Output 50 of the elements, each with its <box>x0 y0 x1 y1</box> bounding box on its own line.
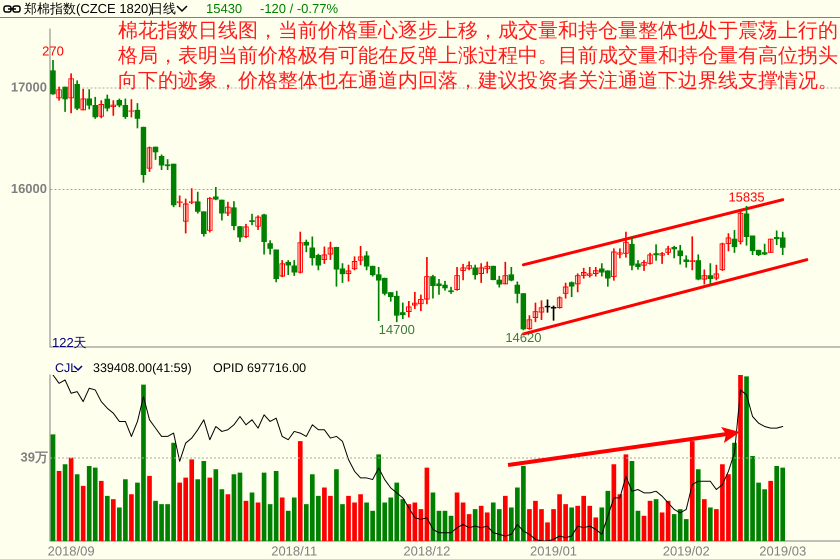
annotation: 122天 <box>52 334 87 351</box>
annotation: 270 <box>42 43 64 58</box>
bar <box>702 499 707 541</box>
bar <box>129 494 134 541</box>
x-tick-label: 2019/03 <box>759 543 806 558</box>
bar <box>226 494 230 541</box>
bar <box>696 469 701 541</box>
annotation: 15835 <box>728 189 765 204</box>
text: -120 / -0.77% <box>260 0 338 17</box>
bar <box>298 441 303 541</box>
x-tick-label: 2019/01 <box>530 543 578 558</box>
bar <box>147 476 152 541</box>
bar <box>74 474 80 541</box>
bar <box>244 500 248 541</box>
bar <box>768 480 773 541</box>
bar <box>738 375 743 541</box>
annotation: 14700 <box>378 322 415 337</box>
bar <box>68 458 74 541</box>
bar <box>207 478 212 541</box>
bar <box>80 486 86 541</box>
y-tick-label: 17000 <box>10 79 47 94</box>
bar <box>472 509 478 541</box>
chart-title: 郑棉指数(CZCE 1820) <box>24 0 153 17</box>
bar <box>654 499 658 541</box>
bar <box>98 480 104 541</box>
x-tick-label: 2019/02 <box>662 543 710 558</box>
annotation: 14620 <box>505 330 542 345</box>
bar <box>56 470 62 541</box>
bar <box>256 502 260 541</box>
bar <box>690 441 695 541</box>
x-tick-label: 2018/12 <box>403 543 450 558</box>
bar <box>569 507 574 541</box>
annotation: 339408.00(41:59) <box>93 360 192 377</box>
bar <box>62 464 68 541</box>
annotation: OPID 697716.00 <box>213 360 306 377</box>
bar <box>502 496 508 541</box>
bar <box>280 498 285 541</box>
ref-line-label: 39万 <box>20 450 48 465</box>
bar <box>110 499 116 541</box>
annotation: 棉花指数日线图，当前价格重心逐步上移，成交量和持仓量整体也处于震荡上行的格局，表明当前价格极有可能在反弹上涨过程中。目前成交量和持仓量有高位拐头向下的迹象，价格整体也在通道内回落，建议投资者关注通道下边界线支撑情况。 <box>118 19 839 94</box>
bar <box>50 434 56 541</box>
bar <box>250 492 254 541</box>
bar <box>732 442 737 541</box>
x-tick-label: 2018/09 <box>48 543 95 558</box>
text: 15430 <box>206 0 242 17</box>
bar <box>708 507 713 541</box>
x-tick-label: 2018/11 <box>271 543 318 558</box>
y-tick-label: 16000 <box>10 181 47 196</box>
chart-title: CJL <box>55 360 78 377</box>
bar <box>104 496 110 541</box>
